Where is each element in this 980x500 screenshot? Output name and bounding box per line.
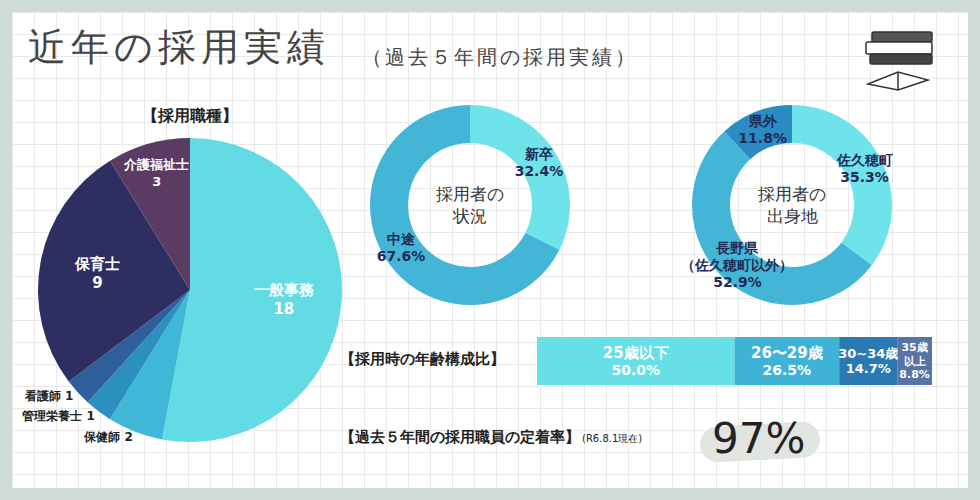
svg-text:新卒32.4%: 新卒32.4%: [515, 146, 564, 179]
html-text:近年の採用実績: 近年の採用実績: [28, 25, 330, 69]
html-text:採用者の: 採用者の: [758, 184, 826, 204]
svg-text:管理栄養士 1: 管理栄養士 1: [21, 409, 95, 423]
svg-text:佐久穂町35.3%: 佐久穂町35.3%: [836, 152, 893, 185]
html-text:【過去５年間の採用職員の定着率】(R6.8.1現在): 【過去５年間の採用職員の定着率】(R6.8.1現在): [340, 428, 643, 446]
svg-text:中途67.6%: 中途67.6%: [377, 231, 426, 264]
svg-text:介護福祉士3: 介護福祉士3: [123, 157, 189, 189]
svg-text:県外11.8%: 県外11.8%: [738, 113, 787, 146]
html-text:状況: 状況: [453, 206, 487, 226]
svg-text:以上: 以上: [904, 355, 926, 368]
svg-text:看護師 1: 看護師 1: [24, 389, 74, 403]
svg-text:25歳以下: 25歳以下: [603, 344, 669, 362]
html-text:97%: 97%: [712, 414, 806, 463]
svg-text:14.7%: 14.7%: [846, 361, 891, 376]
html-text:採用者の: 採用者の: [436, 184, 504, 204]
svg-text:30~34歳: 30~34歳: [838, 346, 898, 361]
svg-text:保育士9: 保育士9: [74, 255, 120, 292]
html-text:【採用職種】: 【採用職種】: [142, 106, 238, 125]
svg-text:50.0%: 50.0%: [611, 362, 660, 378]
svg-text:保健師 2: 保健師 2: [83, 430, 133, 444]
html-text:出身地: 出身地: [766, 206, 818, 226]
svg-text:8.8%: 8.8%: [899, 368, 930, 381]
svg-text:35歳: 35歳: [901, 341, 927, 354]
html-text:【採用時の年齢構成比】: 【採用時の年齢構成比】: [340, 350, 505, 368]
svg-text:26〜29歳: 26〜29歳: [751, 344, 823, 362]
html-text:（過去５年間の採用実績）: （過去５年間の採用実績）: [362, 45, 638, 69]
svg-text:26.5%: 26.5%: [763, 362, 812, 378]
svg-text:長野県（佐久穂町以外）52.9%: 長野県（佐久穂町以外）52.9%: [681, 240, 793, 290]
svg-text:一般事務18: 一般事務18: [254, 281, 315, 318]
